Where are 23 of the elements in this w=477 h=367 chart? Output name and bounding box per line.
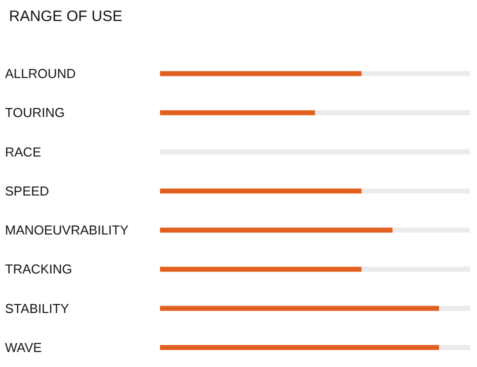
bar <box>160 344 439 350</box>
y-tick-label: SPEED <box>5 183 50 198</box>
bar <box>439 344 470 350</box>
bar <box>392 228 470 233</box>
bar <box>439 306 470 311</box>
bar <box>362 266 470 272</box>
y-tick-label: WAVE <box>5 340 42 355</box>
bar <box>160 266 362 272</box>
bar <box>362 71 470 76</box>
y-tick-label: MANOEUVRABILITY <box>5 222 129 238</box>
bar <box>315 110 470 116</box>
y-tick-label: RACE <box>5 144 42 160</box>
y-tick-label: ALLROUND <box>5 66 76 82</box>
bar <box>160 228 392 233</box>
bar <box>160 188 362 194</box>
y-tick-label: STABILITY <box>5 300 70 316</box>
chart-title: RANGE OF USE <box>9 8 122 25</box>
bar <box>160 71 362 76</box>
y-tick-label: TOURING <box>5 105 65 120</box>
bar <box>160 110 315 116</box>
bar <box>362 188 470 194</box>
y-tick-label: TRACKING <box>5 262 72 277</box>
bar <box>160 306 439 311</box>
